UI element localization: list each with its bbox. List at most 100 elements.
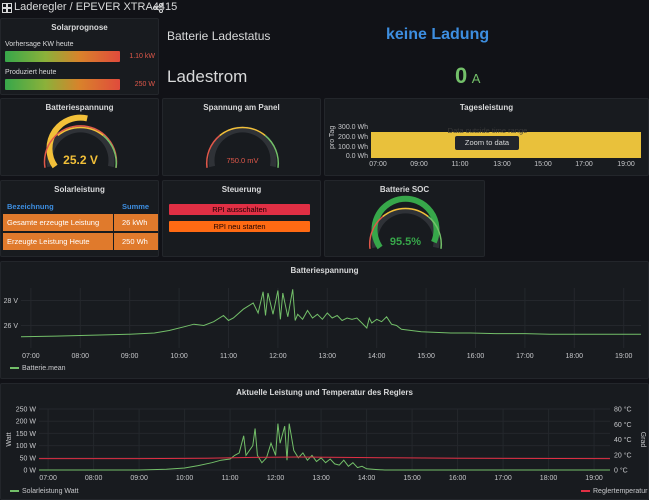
apps-grid-icon[interactable]: [2, 3, 12, 13]
x-tick: 14:00: [358, 475, 376, 482]
batteriespannung-timeseries-panel: Batteriespannung 07:00 08:00 09:00 10:00 11:…: [0, 261, 649, 379]
y-tick: 0.0 Wh: [346, 153, 368, 160]
x-tick: 09:00: [121, 353, 139, 360]
solarprognose-panel: Solarprognose Vorhersage KW heute 1.10 k…: [0, 18, 159, 95]
cell-divider: [113, 233, 114, 250]
legend-swatch: [10, 367, 19, 370]
series-line: [39, 456, 611, 460]
y-tick: 250 W: [16, 407, 37, 414]
x-tick: 17:00: [494, 475, 512, 482]
x-tick: 15:00: [403, 475, 421, 482]
x-tick: 12:00: [267, 475, 285, 482]
y-tick: 26 V: [4, 323, 19, 330]
ladestrom-number: 0: [455, 63, 468, 88]
tagesleistung-chart: pro Tag 300.0 Wh 200.0 Wh 100.0 Wh 0.0 W…: [329, 124, 641, 168]
x-tick: 09:00: [130, 475, 148, 482]
bar-gauge-fill: [5, 79, 120, 90]
y-tick: 28 V: [4, 298, 19, 305]
y-tick-right: 40 °C: [614, 436, 632, 444]
y-axis-label-right: Grad: [639, 432, 646, 448]
panel-spannung-gauge: [205, 126, 280, 168]
bar-gauge-fill: [5, 51, 120, 62]
x-tick: 11:00: [452, 161, 469, 168]
cell-divider: [113, 214, 114, 231]
y-tick: 300.0 Wh: [338, 124, 368, 131]
top-bar: Laderegler / EPEVER XTRA4415: [0, 0, 649, 16]
y-tick-right: 0 °C: [614, 467, 628, 475]
y-tick: 100 W: [16, 443, 37, 450]
gauge-value: 750.0 mV: [226, 156, 259, 165]
x-tick: 17:00: [575, 161, 593, 168]
ladestrom-label: Ladestrom: [167, 67, 248, 86]
table-cell: 26 kWh: [122, 218, 148, 227]
leistung-temperatur-chart: 07:00 08:00 09:00 10:00 11:00 12:00 13:00 14:00…: [6, 406, 646, 483]
x-tick: 07:00: [369, 161, 387, 168]
batteriespannung-chart: 07:00 08:00 09:00 10:00 11:00 12:00 13:00 14:00…: [4, 288, 641, 360]
gauge-value: 95.5%: [389, 236, 422, 248]
rpi-restart-button[interactable]: RPI neu starten: [169, 221, 310, 232]
panel-spannung-gauge-panel: Spannung am Panel 750.0 mV: [162, 98, 321, 176]
rpi-shutdown-button[interactable]: RPI ausschalten: [169, 204, 310, 215]
steuerung-panel: Steuerung RPI ausschalten RPI neu starte…: [162, 180, 321, 257]
table-cell: 250 Wh: [122, 237, 148, 246]
series-line: [20, 289, 641, 338]
x-tick: 10:00: [170, 353, 188, 360]
y-tick-right: 80 °C: [614, 406, 632, 414]
x-tick: 15:00: [534, 161, 552, 168]
x-tick: 16:00: [449, 475, 467, 482]
share-icon[interactable]: [153, 3, 163, 13]
table-cell: Gesamte erzeugte Leistung: [7, 218, 100, 227]
panel-title: Batterie SOC: [379, 185, 430, 194]
y-tick-right: 20 °C: [614, 451, 632, 459]
y-tick: 100.0 Wh: [338, 144, 368, 151]
x-tick: 16:00: [467, 353, 485, 360]
x-tick: 17:00: [516, 353, 534, 360]
chart-legend[interactable]: Reglertemperatur: [581, 488, 647, 495]
y-tick: 200.0 Wh: [338, 134, 368, 141]
panel-title: Solarleistung: [54, 185, 105, 194]
table-cell: Erzeugte Leistung Heute: [7, 237, 90, 246]
panel-title: Batteriespannung: [45, 103, 114, 112]
legend-label: Batterie.mean: [22, 365, 66, 372]
x-tick: 13:00: [312, 475, 330, 482]
table-row: Gesamte erzeugte Leistung 26 kWh: [3, 214, 158, 231]
column-header[interactable]: Bezeichnung: [7, 202, 54, 211]
batteriespannung-gauge: [43, 114, 118, 169]
x-tick: 18:00: [566, 353, 584, 360]
chart-legend[interactable]: Solarleistung Watt: [10, 488, 79, 495]
tagesleistung-panel: Tagesleistung pro Tag 300.0 Wh 200.0 Wh …: [324, 98, 649, 176]
x-tick: 19:00: [617, 161, 635, 168]
panel-title: Aktuelle Leistung und Temperatur des Reg…: [236, 388, 413, 397]
x-tick: 07:00: [22, 353, 40, 360]
panel-title: Solarprognose: [51, 23, 108, 32]
x-tick: 13:00: [319, 353, 337, 360]
column-header[interactable]: Summe: [122, 202, 150, 211]
table-row: Erzeugte Leistung Heute 250 Wh: [3, 233, 158, 250]
legend-swatch: [581, 490, 590, 493]
y-tick: 200 W: [16, 419, 37, 426]
ladestrom-unit: A: [471, 71, 481, 86]
y-tick: 150 W: [16, 431, 37, 438]
zoom-to-data-button[interactable]: Zoom to data: [455, 136, 519, 150]
no-data-message: Data outside time range: [447, 126, 528, 135]
panel-title: Batteriespannung: [290, 266, 359, 275]
y-tick-right: 60 °C: [614, 421, 632, 429]
x-tick: 08:00: [72, 353, 90, 360]
soc-gauge: [368, 195, 443, 250]
ladestatus-label: Batterie Ladestatus: [167, 29, 271, 43]
legend-swatch: [10, 490, 19, 493]
x-tick: 08:00: [85, 475, 103, 482]
legend-label: Solarleistung Watt: [22, 488, 79, 495]
batterie-soc-panel: Batterie SOC 95.5%: [324, 180, 485, 257]
breadcrumb[interactable]: Laderegler / EPEVER XTRA4415: [14, 1, 178, 13]
x-tick: 12:00: [269, 353, 287, 360]
bar-gauge-value: 1.10 kW: [129, 53, 155, 60]
panel-title: Spannung am Panel: [203, 103, 280, 112]
leistung-temperatur-panel: Aktuelle Leistung und Temperatur des Reg…: [0, 383, 649, 500]
panel-title: Tagesleistung: [459, 103, 514, 112]
ladestrom-value: 0 A: [455, 63, 480, 89]
x-tick: 13:00: [493, 161, 511, 168]
chart-legend[interactable]: Batterie.mean: [10, 365, 66, 372]
y-axis-label: Watt: [6, 432, 13, 446]
bar-gauge-value: 250 W: [134, 81, 155, 88]
